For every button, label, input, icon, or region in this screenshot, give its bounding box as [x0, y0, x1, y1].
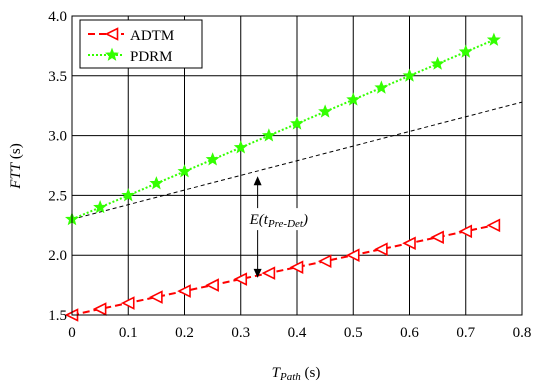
y-tick-label: 3.0: [48, 129, 67, 145]
y-tick-label: 3.5: [48, 69, 67, 85]
data-point-adtm: [233, 272, 248, 286]
y-tick-label: 4.0: [48, 9, 67, 25]
annotation-label: E(tPre-Det): [249, 212, 308, 230]
data-point-pdrm: [290, 116, 304, 130]
data-point-adtm: [345, 248, 360, 262]
tick-labels: 0 0.1 0.2 0.3 0.4 0.5 0.6 0.7 0.8 1.5 2.0 2.5 3.0 3.5…: [48, 9, 531, 341]
legend: ADTM PDRM: [79, 19, 203, 69]
legend-symbol-adtm: [88, 27, 124, 41]
data-point-adtm: [149, 290, 163, 304]
data-point-pdrm: [430, 56, 445, 70]
data-point-pdrm: [261, 128, 276, 142]
legend-marker: [105, 47, 119, 61]
legend-symbol-pdrm: [88, 47, 124, 61]
annotation-arrow-head-up: [253, 176, 262, 186]
data-point-adtm: [458, 224, 473, 239]
data-point-pdrm: [486, 32, 501, 46]
series-pdrm: [65, 32, 501, 226]
data-point-pdrm: [121, 188, 136, 202]
reference-line-path: [71, 101, 523, 220]
annotation-arrow-head-down: [253, 268, 262, 278]
data-point-pdrm: [318, 104, 333, 118]
annotation: E(tPre-Det): [245, 176, 350, 278]
x-tick-label: 0: [68, 325, 76, 341]
data-point-adtm: [402, 236, 416, 251]
data-point-adtm: [261, 266, 276, 280]
legend-marker: [104, 27, 119, 41]
data-point-pdrm: [93, 200, 108, 214]
data-point-adtm: [430, 230, 444, 245]
data-point-pdrm: [233, 140, 248, 154]
reference-line: [71, 101, 523, 220]
legend-box: [79, 19, 203, 69]
x-tick-label: 0.4: [288, 325, 307, 341]
x-tick-label: 0.1: [119, 325, 138, 341]
data-point-adtm: [177, 284, 191, 298]
x-tick-label: 0.8: [513, 325, 532, 341]
series-layer: [64, 32, 501, 322]
annotation-label-bg: [245, 208, 350, 231]
data-point-adtm: [486, 218, 501, 233]
data-point-adtm: [317, 254, 332, 268]
data-point-pdrm: [177, 164, 192, 178]
data-point-pdrm: [374, 80, 389, 94]
data-point-adtm: [92, 302, 107, 316]
y-tick-label: 2.5: [48, 188, 67, 204]
data-point-adtm: [205, 278, 219, 292]
data-point-pdrm: [149, 176, 164, 190]
series-adtm: [64, 218, 501, 322]
data-point-pdrm: [402, 68, 417, 82]
data-point-adtm: [374, 242, 388, 257]
data-point-adtm: [289, 260, 304, 274]
legend-label-pdrm: PDRM: [130, 49, 173, 65]
data-point-pdrm: [205, 152, 220, 166]
x-axis-label: TPath (s): [272, 365, 321, 383]
y-axis-label: FTT (s): [8, 143, 24, 189]
legend-label-adtm: ADTM: [130, 28, 174, 44]
x-tick-label: 0.5: [344, 325, 363, 341]
grid: [71, 15, 523, 316]
data-point-pdrm: [346, 92, 361, 106]
y-tick-label: 2.0: [48, 248, 67, 264]
y-tick-label: 1.5: [48, 308, 67, 324]
x-tick-label: 0.7: [456, 325, 475, 341]
series-line-adtm: [71, 224, 495, 316]
x-tick-label: 0.2: [175, 325, 194, 341]
data-point-adtm: [120, 296, 135, 310]
plot-frame: [71, 15, 523, 316]
x-tick-label: 0.3: [231, 325, 250, 341]
x-tick-label: 0.6: [400, 325, 419, 341]
data-point-pdrm: [458, 44, 473, 58]
series-line-pdrm: [71, 38, 495, 221]
